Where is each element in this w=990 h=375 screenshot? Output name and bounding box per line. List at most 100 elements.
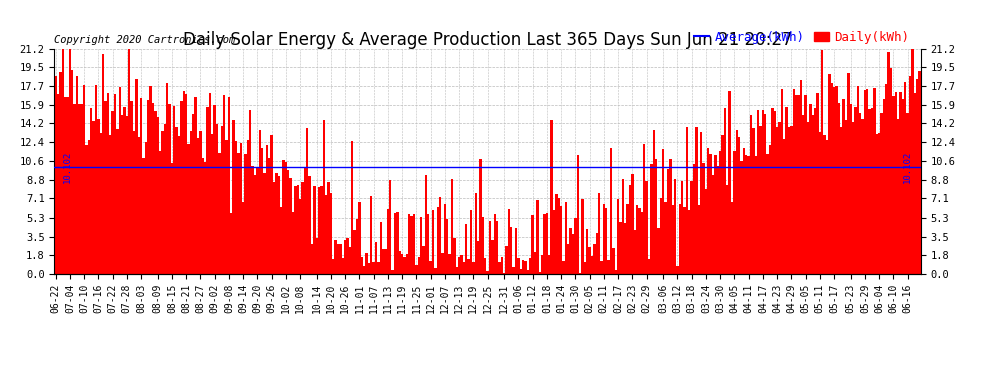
Bar xyxy=(256,168,258,274)
Bar xyxy=(261,148,263,274)
Bar xyxy=(529,258,532,274)
Bar xyxy=(544,214,545,274)
Bar xyxy=(700,132,702,274)
Bar xyxy=(477,241,479,274)
Bar xyxy=(88,140,90,274)
Bar xyxy=(235,141,238,274)
Bar xyxy=(503,273,505,274)
Bar xyxy=(742,148,745,274)
Bar xyxy=(265,145,268,274)
Bar xyxy=(515,228,517,274)
Bar xyxy=(340,244,342,274)
Bar xyxy=(325,195,328,274)
Bar xyxy=(622,179,624,274)
Bar xyxy=(683,207,686,274)
Bar xyxy=(747,156,749,274)
Bar xyxy=(761,111,764,274)
Bar xyxy=(588,247,591,274)
Bar xyxy=(377,262,379,274)
Bar xyxy=(890,68,892,274)
Bar xyxy=(824,135,826,274)
Bar xyxy=(493,214,496,274)
Bar xyxy=(158,151,161,274)
Bar xyxy=(251,166,253,274)
Bar xyxy=(911,49,914,274)
Bar xyxy=(569,228,572,274)
Bar xyxy=(95,85,97,274)
Text: 10.102: 10.102 xyxy=(903,150,912,183)
Bar xyxy=(904,82,907,274)
Bar xyxy=(875,134,878,274)
Bar xyxy=(335,240,337,274)
Bar xyxy=(847,73,849,274)
Bar xyxy=(717,166,719,274)
Bar xyxy=(564,202,567,274)
Bar xyxy=(85,145,88,274)
Bar xyxy=(662,148,664,274)
Bar xyxy=(56,94,59,274)
Bar xyxy=(788,127,790,274)
Bar xyxy=(448,254,450,274)
Bar xyxy=(562,261,564,274)
Bar xyxy=(897,119,899,274)
Bar xyxy=(627,204,629,274)
Bar xyxy=(102,54,104,274)
Bar xyxy=(114,94,116,274)
Bar xyxy=(151,103,154,274)
Bar xyxy=(698,205,700,274)
Bar xyxy=(221,126,223,274)
Bar xyxy=(289,178,292,274)
Bar xyxy=(652,130,655,274)
Bar xyxy=(78,104,80,274)
Bar xyxy=(204,162,206,274)
Bar xyxy=(285,162,287,274)
Bar xyxy=(304,168,306,274)
Bar xyxy=(620,222,622,274)
Bar xyxy=(247,140,249,274)
Bar xyxy=(131,101,133,274)
Bar xyxy=(919,71,921,274)
Bar xyxy=(838,103,840,274)
Bar xyxy=(425,175,427,274)
Bar xyxy=(126,116,128,274)
Bar xyxy=(608,260,610,274)
Bar xyxy=(557,198,560,274)
Bar xyxy=(496,221,498,274)
Bar xyxy=(228,97,230,274)
Bar xyxy=(116,129,119,274)
Bar xyxy=(605,208,608,274)
Bar xyxy=(817,93,819,274)
Bar xyxy=(842,99,844,274)
Bar xyxy=(909,76,911,274)
Bar xyxy=(306,128,309,274)
Bar xyxy=(175,127,178,274)
Bar xyxy=(268,158,270,274)
Bar xyxy=(474,194,477,274)
Bar xyxy=(664,202,666,274)
Bar xyxy=(724,108,726,274)
Bar xyxy=(192,114,194,274)
Bar xyxy=(489,220,491,274)
Bar xyxy=(344,240,346,274)
Bar xyxy=(819,132,821,274)
Bar xyxy=(190,130,192,274)
Bar xyxy=(128,49,131,274)
Bar xyxy=(878,132,880,274)
Bar xyxy=(280,207,282,274)
Bar xyxy=(194,97,197,274)
Bar xyxy=(282,160,285,274)
Bar xyxy=(413,214,415,274)
Bar xyxy=(710,154,712,274)
Bar xyxy=(287,170,289,274)
Bar xyxy=(348,247,351,274)
Bar xyxy=(375,242,377,274)
Bar xyxy=(423,246,425,274)
Bar xyxy=(240,143,242,274)
Bar xyxy=(508,210,510,274)
Bar xyxy=(301,182,304,274)
Bar xyxy=(871,108,873,274)
Bar xyxy=(734,151,736,274)
Bar xyxy=(435,268,437,274)
Bar xyxy=(351,141,353,274)
Bar xyxy=(472,261,474,274)
